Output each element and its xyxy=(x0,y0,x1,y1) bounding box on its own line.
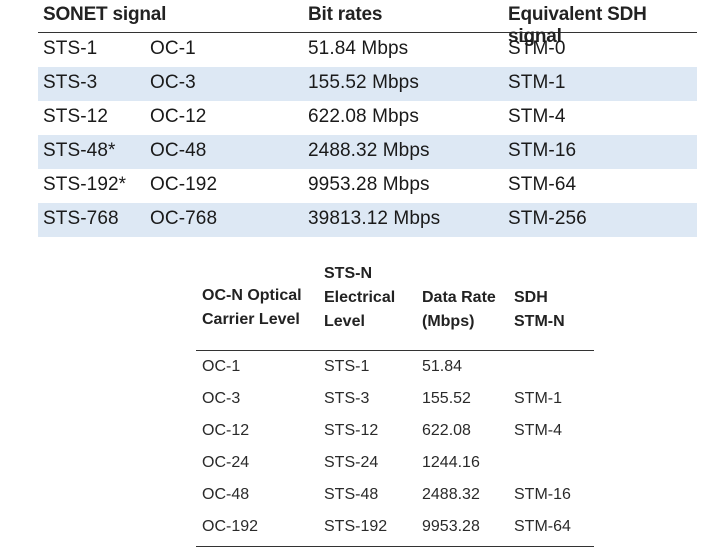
sts-cell: STS-3 xyxy=(324,390,370,407)
sdh-cell: STM-64 xyxy=(508,174,577,195)
table-body: STS-1 OC-1 51.84 Mbps STM-0 STS-3 OC-3 155.52 … xyxy=(38,33,697,237)
table-row: OC-1 STS-1 51.84 xyxy=(196,351,594,383)
bit-rate-cell: 2488.32 Mbps xyxy=(308,140,430,161)
stm-cell: STM-1 xyxy=(514,390,562,407)
table-header: SONET signal Bit rates Equivalent SDH si… xyxy=(38,0,697,47)
table-row: STS-12 OC-12 622.08 Mbps STM-4 xyxy=(38,101,697,135)
oc-cell: OC-1 xyxy=(202,358,241,375)
sdh-cell: STM-16 xyxy=(508,140,577,161)
table-row: OC-24 STS-24 1244.16 xyxy=(196,447,594,479)
stm-cell: STM-16 xyxy=(514,486,571,503)
sts-cell: STS-768 xyxy=(43,208,119,229)
table-body: OC-1 STS-1 51.84 OC-3 STS-3 155.52 STM-1 OC-12 S… xyxy=(196,351,594,543)
stm-cell: STM-64 xyxy=(514,518,571,535)
oc-cell: OC-3 xyxy=(202,390,241,407)
sts-cell: STS-192* xyxy=(43,174,127,195)
data-rate-cell: 51.84 xyxy=(422,358,463,375)
data-rate-cell: 9953.28 xyxy=(422,518,480,535)
table-row: OC-192 STS-192 9953.28 STM-64 xyxy=(196,511,594,543)
sts-cell: STS-192 xyxy=(324,518,388,535)
sts-cell: STS-12 xyxy=(43,106,109,127)
sts-cell: STS-1 xyxy=(43,38,98,59)
sts-cell: STS-3 xyxy=(43,72,98,93)
oc-cell: OC-48 xyxy=(202,486,250,503)
table-row: STS-192* OC-192 9953.28 Mbps STM-64 xyxy=(38,169,697,203)
bit-rate-cell: 622.08 Mbps xyxy=(308,106,419,127)
table-row: OC-12 STS-12 622.08 STM-4 xyxy=(196,415,594,447)
data-rate-cell: 155.52 xyxy=(422,390,471,407)
oc-cell: OC-12 xyxy=(150,106,207,127)
header-oc-level: OC-N Optical Carrier Level xyxy=(202,287,302,328)
bit-rate-cell: 39813.12 Mbps xyxy=(308,208,441,229)
stm-cell: STM-4 xyxy=(514,422,562,439)
bit-rate-cell: 155.52 Mbps xyxy=(308,72,419,93)
sts-cell: STS-12 xyxy=(324,422,379,439)
table-row: OC-48 STS-48 2488.32 STM-16 xyxy=(196,479,594,511)
sdh-cell: STM-0 xyxy=(508,38,566,59)
header-bit-rates: Bit rates xyxy=(308,4,383,25)
sdh-cell: STM-4 xyxy=(508,106,566,127)
header-sdh-stm: SDH STM-N xyxy=(514,289,565,330)
header-sdh-signal: Equivalent SDH signal xyxy=(508,4,647,47)
sts-cell: STS-24 xyxy=(324,454,379,471)
bit-rate-cell: 51.84 Mbps xyxy=(308,38,409,59)
table-row: STS-768 OC-768 39813.12 Mbps STM-256 xyxy=(38,203,697,237)
sts-cell: STS-1 xyxy=(324,358,370,375)
header-sonet-signal: SONET signal xyxy=(43,4,167,25)
oc-cell: OC-192 xyxy=(202,518,259,535)
oc-cell: OC-24 xyxy=(202,454,250,471)
data-rate-cell: 1244.16 xyxy=(422,454,480,471)
oc-cell: OC-768 xyxy=(150,208,218,229)
oc-cell: OC-192 xyxy=(150,174,218,195)
sts-cell: STS-48 xyxy=(324,486,379,503)
data-rate-cell: 2488.32 xyxy=(422,486,480,503)
oc-cell: OC-48 xyxy=(150,140,207,161)
oc-sts-rate-table: OC-N Optical Carrier Level STS-N Electri… xyxy=(196,265,594,547)
header-sts-level: STS-N Electrical Level xyxy=(324,265,396,330)
bit-rate-cell: 9953.28 Mbps xyxy=(308,174,430,195)
oc-cell: OC-3 xyxy=(150,72,196,93)
sts-cell: STS-48* xyxy=(43,140,116,161)
sdh-cell: STM-1 xyxy=(508,72,566,93)
table-header: OC-N Optical Carrier Level STS-N Electri… xyxy=(196,265,594,351)
data-rate-cell: 622.08 xyxy=(422,422,471,439)
sdh-cell: STM-256 xyxy=(508,208,587,229)
header-data-rate: Data Rate (Mbps) xyxy=(422,289,496,330)
table-row: STS-1 OC-1 51.84 Mbps STM-0 xyxy=(38,33,697,67)
table-row: STS-48* OC-48 2488.32 Mbps STM-16 xyxy=(38,135,697,169)
oc-cell: OC-1 xyxy=(150,38,196,59)
table-row: OC-3 STS-3 155.52 STM-1 xyxy=(196,383,594,415)
table-row: STS-3 OC-3 155.52 Mbps STM-1 xyxy=(38,67,697,101)
sonet-sdh-table: SONET signal Bit rates Equivalent SDH si… xyxy=(38,0,697,237)
oc-cell: OC-12 xyxy=(202,422,250,439)
